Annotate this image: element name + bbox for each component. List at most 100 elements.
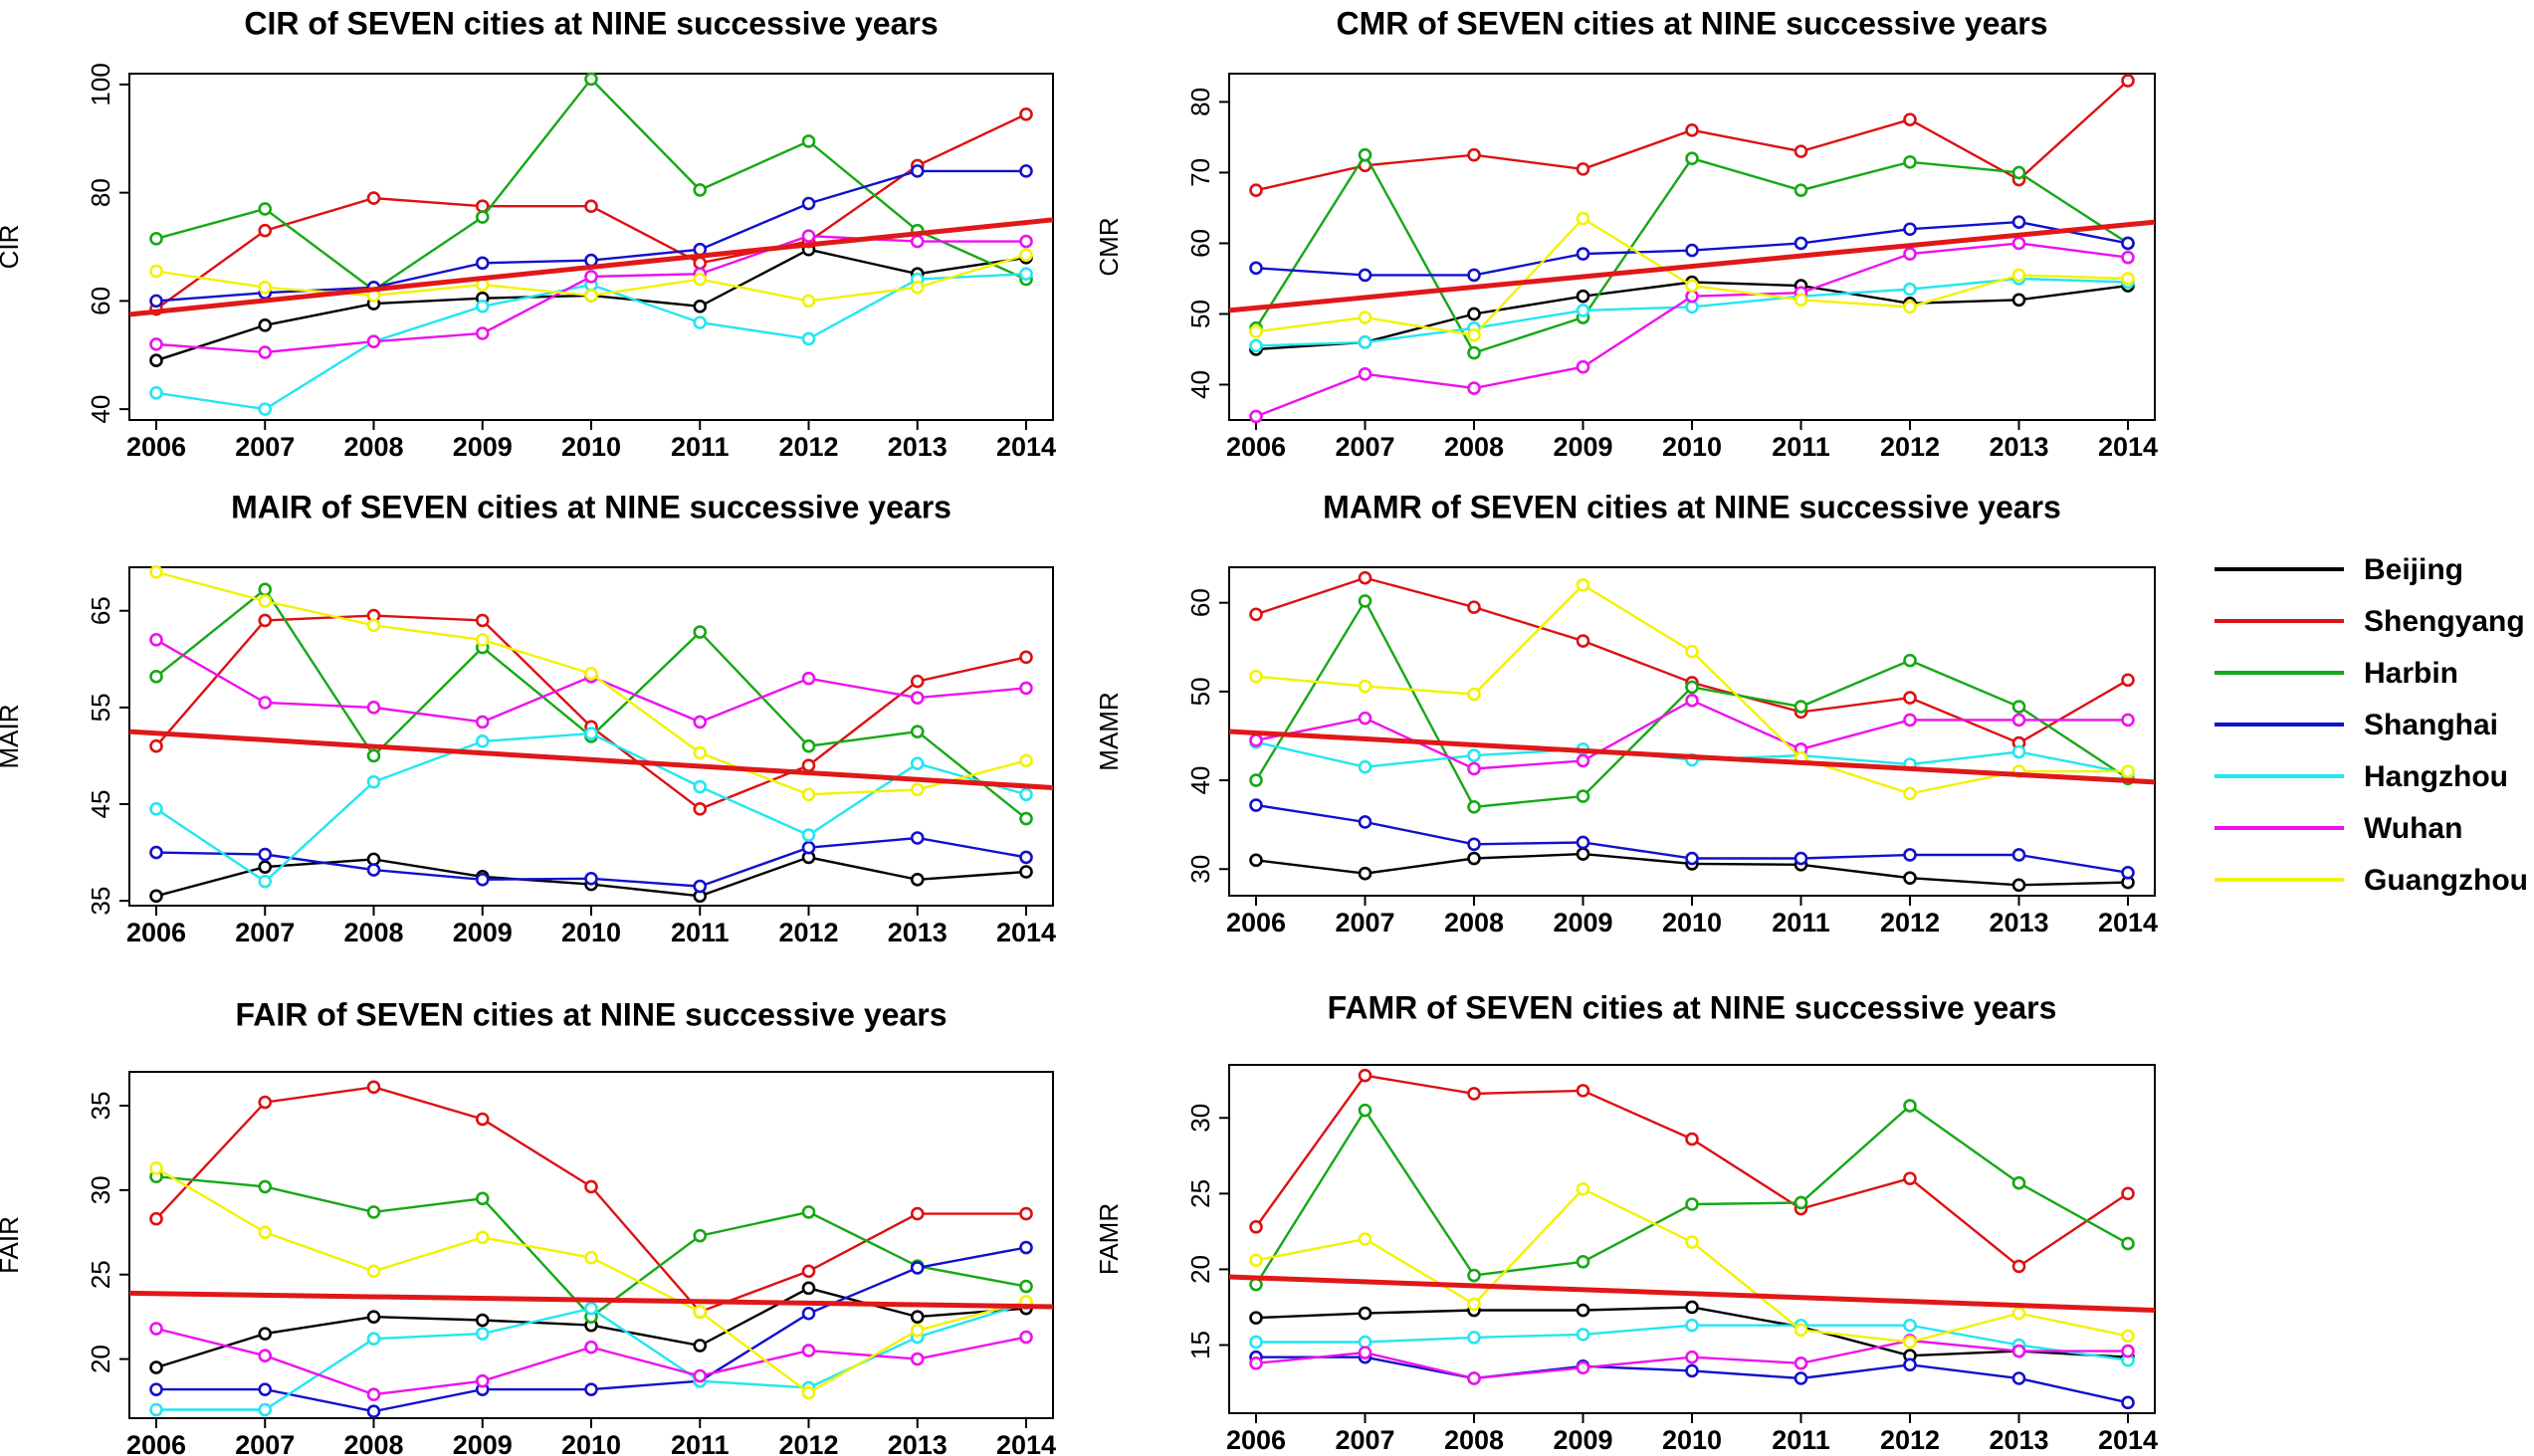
- data-point: [1249, 409, 1263, 424]
- data-point: [801, 196, 816, 211]
- data-point: [1685, 693, 1699, 708]
- data-point: [475, 872, 490, 887]
- data-point: [258, 223, 273, 238]
- x-tick-label: 2007: [1335, 1425, 1394, 1455]
- data-point: [149, 264, 163, 279]
- trend-line-mamr: [1228, 728, 2156, 785]
- x-tick-label: 2008: [1444, 1425, 1504, 1455]
- data-point: [1249, 261, 1263, 276]
- x-tick-label: 2010: [1662, 432, 1722, 462]
- data-point: [1019, 248, 1033, 262]
- data-point: [801, 331, 816, 346]
- data-point: [1685, 289, 1699, 304]
- data-point: [366, 748, 381, 763]
- data-point: [1467, 837, 1481, 852]
- x-tick-label: 2008: [343, 432, 403, 462]
- series-beijing-fair: [149, 1281, 1033, 1374]
- data-point: [1358, 866, 1373, 881]
- data-point: [1019, 753, 1033, 768]
- data-point: [1358, 335, 1373, 349]
- legend-label-wuhan: Wuhan: [2364, 812, 2462, 845]
- x-tick-label: 2012: [1880, 1425, 1940, 1455]
- legend-label-shengyang: Shengyang: [2364, 605, 2525, 638]
- data-point: [801, 840, 816, 855]
- data-point: [1019, 164, 1033, 178]
- y-axis-label-fair: FAIR: [0, 1216, 24, 1274]
- x-tick-label: 2006: [126, 432, 186, 462]
- data-point: [584, 1301, 598, 1316]
- x-tick-label: 2012: [778, 918, 838, 947]
- data-point: [366, 1332, 381, 1347]
- data-point: [910, 782, 925, 797]
- x-tick-label: 2006: [1226, 1425, 1286, 1455]
- x-tick-label: 2007: [235, 432, 295, 462]
- x-tick-label: 2006: [1226, 432, 1286, 462]
- x-tick-label: 2013: [888, 1430, 948, 1456]
- data-point: [1019, 811, 1033, 826]
- data-point: [910, 280, 925, 295]
- series-shanghai-mamr: [1249, 798, 2135, 880]
- data-point: [258, 1179, 273, 1194]
- data-point: [2011, 236, 2026, 251]
- data-point: [693, 745, 708, 760]
- data-point: [1019, 106, 1033, 121]
- data-point: [366, 1205, 381, 1219]
- y-axis-label-mamr: MAMR: [1094, 692, 1124, 770]
- data-point: [1358, 1335, 1373, 1350]
- data-point: [2011, 700, 2026, 714]
- data-point: [2121, 1236, 2135, 1251]
- series-shanghai-cmr: [1249, 215, 2135, 283]
- trend-line-fair: [128, 1290, 1054, 1310]
- chart-mamr: MAMR of SEVEN cities at NINE successive …: [1094, 489, 2158, 937]
- data-point: [1358, 711, 1373, 726]
- data-point: [1794, 183, 1808, 197]
- x-tick-label: 2011: [1772, 1425, 1830, 1455]
- x-tick-label: 2011: [1772, 908, 1830, 937]
- plot-frame-fair: [128, 1071, 1054, 1419]
- x-tick-label: 2012: [1880, 432, 1940, 462]
- data-point: [584, 667, 598, 681]
- y-tick-label: 30: [1185, 1104, 1215, 1133]
- data-point: [1685, 300, 1699, 314]
- x-tick-label: 2014: [2098, 908, 2158, 937]
- data-point: [2011, 848, 2026, 862]
- data-point: [2011, 1306, 2026, 1321]
- x-tick-label: 2006: [1226, 908, 1286, 937]
- data-point: [1358, 311, 1373, 324]
- data-point: [1576, 578, 1590, 592]
- chart-cir: CIR of SEVEN cities at NINE successive y…: [0, 5, 1056, 462]
- data-point: [1685, 644, 1699, 659]
- y-tick-label: 60: [86, 287, 115, 315]
- data-point: [2121, 236, 2135, 251]
- data-point: [693, 715, 708, 729]
- series-harbin-cir: [149, 72, 1033, 298]
- data-point: [1576, 1084, 1590, 1098]
- data-point: [149, 294, 163, 309]
- data-point: [910, 164, 925, 178]
- data-point: [1576, 634, 1590, 648]
- data-point: [801, 134, 816, 148]
- data-point: [258, 847, 273, 862]
- data-point: [1903, 1099, 1917, 1113]
- data-point: [366, 1080, 381, 1095]
- data-point: [2121, 1186, 2135, 1201]
- data-point: [1467, 761, 1481, 776]
- data-point: [149, 565, 163, 579]
- series-guangzhou-mair: [149, 565, 1033, 802]
- data-point: [1019, 865, 1033, 879]
- legend-label-shanghai: Shanghai: [2364, 709, 2498, 741]
- data-point: [2011, 878, 2026, 893]
- data-point: [1249, 1335, 1263, 1350]
- x-tick-label: 2009: [453, 1430, 513, 1456]
- x-tick-label: 2008: [343, 1430, 403, 1456]
- series-wuhan-fair: [149, 1322, 1033, 1402]
- trend-line-famr: [1228, 1274, 2156, 1314]
- data-point: [1903, 112, 1917, 126]
- y-tick-label: 70: [1185, 158, 1215, 187]
- data-point: [475, 1112, 490, 1127]
- data-point: [2011, 1344, 2026, 1358]
- data-point: [258, 402, 273, 416]
- data-point: [1467, 1371, 1481, 1385]
- y-tick-label: 35: [86, 1091, 115, 1120]
